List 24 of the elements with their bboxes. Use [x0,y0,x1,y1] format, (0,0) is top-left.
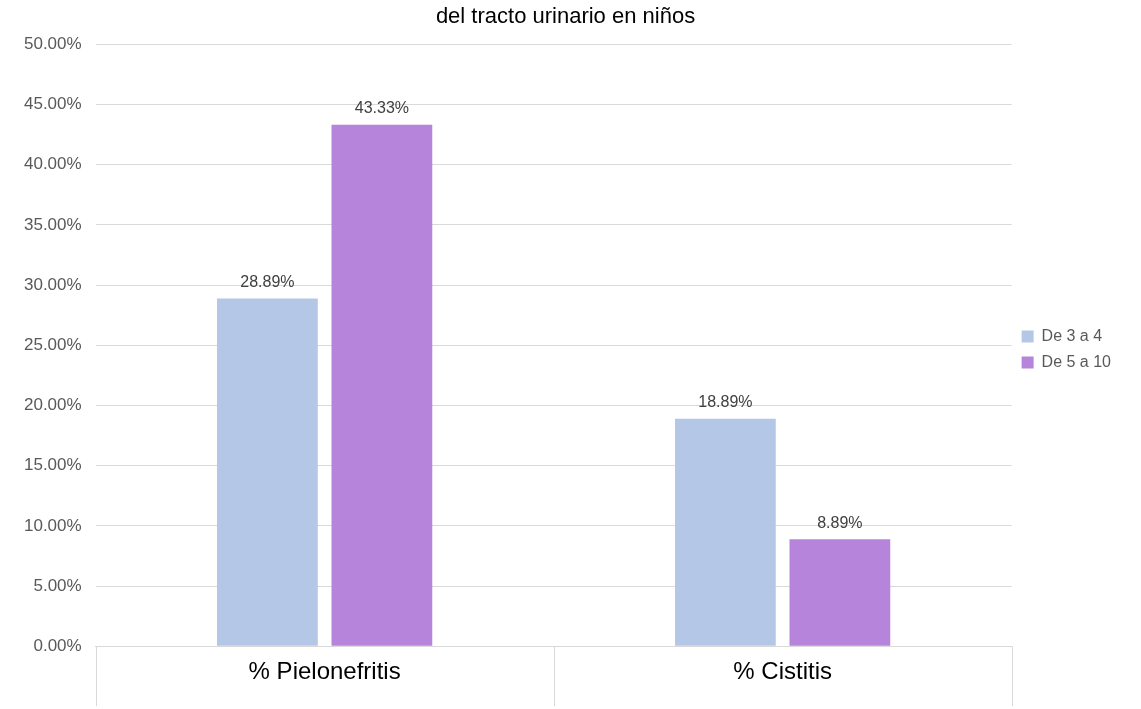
y-tick-label: 45.00% [23,94,82,114]
y-tick-label: 5.00% [33,575,82,595]
y-tick-label: 10.00% [23,515,82,535]
y-tick-label: 30.00% [23,274,82,294]
y-tick-label: 15.00% [23,455,82,475]
text: 43.33% [354,99,410,117]
chart-title: del tracto urinario en niños [435,3,696,29]
y-tick-label: 20.00% [23,395,82,415]
x-tick-label: % Cistitis [733,657,832,685]
text: 8.89% [817,513,863,531]
text: 18.89% [698,393,753,411]
y-tick-label: 50.00% [23,34,82,54]
y-tick-label: 40.00% [23,154,82,174]
y-tick-label: 25.00% [23,334,82,354]
legend-label: De 5 a 10 [1041,352,1112,370]
bar [789,539,891,646]
bar [675,418,776,646]
y-tick-label: 0.00% [33,635,82,655]
text: 28.89% [240,272,295,290]
legend-label: De 3 a 4 [1041,326,1103,344]
y-tick-label: 35.00% [23,214,82,234]
bar [331,124,433,646]
x-tick-label: % Pielonefritis [248,657,401,685]
bar [217,298,318,646]
